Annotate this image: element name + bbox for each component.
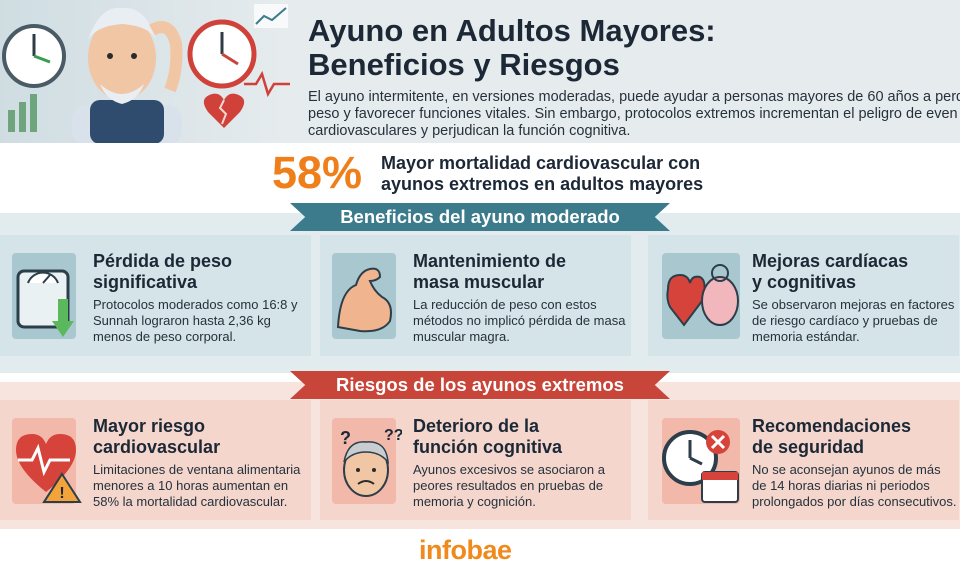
stat-row: [0, 143, 960, 205]
clock-icon: [2, 24, 66, 88]
benefits-heading: Beneficios del ayuno moderado: [290, 203, 670, 231]
scale-icon: [10, 251, 82, 341]
muscle-arm-icon: [330, 251, 402, 341]
card-title: Pérdida de peso significativa: [93, 251, 305, 293]
card-title-line: cardiovascular: [93, 437, 221, 457]
infobae-logo[interactable]: infobae: [419, 535, 512, 565]
risk-card: Recomendaciones de seguridad No se acons…: [648, 400, 959, 520]
intro-text: El ayuno intermitente, en versiones mode…: [308, 89, 960, 141]
svg-text:?: ?: [340, 428, 351, 448]
stat-label: Mayor mortalidad cardiovascular con ayun…: [381, 153, 821, 195]
heart-brain-icon: [660, 251, 740, 341]
confused-person-icon: ? ??: [330, 416, 402, 506]
card-title-line: función cognitiva: [413, 437, 563, 457]
svg-text:!: !: [59, 485, 64, 502]
card-text: Ayunos excesivos se asociaron a peores r…: [413, 462, 605, 509]
title-line: Ayuno en Adultos Mayores:: [308, 13, 716, 48]
card-title: Mayor riesgo cardiovascular: [93, 416, 305, 458]
heart-pulse-icon: [244, 70, 290, 98]
broken-heart-icon: [203, 93, 245, 128]
card-title-line: de seguridad: [752, 437, 865, 457]
card-title-line: Pérdida de peso: [93, 251, 233, 271]
risks-heading: Riesgos de los ayunos extremos: [290, 371, 670, 399]
card-title: Mejoras cardíacas y cognitivas: [752, 251, 960, 293]
risk-card: ? ?? Deterioro de la función cognitiva A…: [320, 400, 631, 520]
card-title-line: y cognitivas: [752, 272, 857, 292]
card-title: Deterioro de la función cognitiva: [413, 416, 625, 458]
risk-card: ! Mayor riesgo cardiovascular Limitacion…: [0, 400, 311, 520]
card-text: La reducción de peso con estos métodos n…: [413, 297, 626, 344]
card-title-line: Deterioro de la: [413, 416, 540, 436]
intro-line: peso y favorecer funciones vitales. Sin …: [308, 106, 958, 122]
clock-icon: [187, 19, 257, 89]
card-title-line: significativa: [93, 272, 198, 292]
stat-label-line: ayunos extremos en adultos mayores: [381, 174, 704, 194]
elderly-man-illustration: [72, 7, 183, 143]
intro-line: El ayuno intermitente, en versiones mode…: [308, 89, 960, 105]
card-text: Protocolos moderados como 16:8 y Sunnah …: [93, 297, 298, 344]
clock-calendar-icon: [660, 416, 740, 506]
card-title: Recomendaciones de seguridad: [752, 416, 960, 458]
stat-value: 58%: [272, 147, 363, 198]
card-text: Se observaron mejoras en factores de rie…: [752, 297, 955, 344]
title-line: Beneficios y Riesgos: [308, 47, 620, 82]
intro-line: cardiovasculares y perjudican la función…: [308, 123, 631, 139]
card-title-line: Recomendaciones: [752, 416, 912, 436]
benefit-card: Mejoras cardíacas y cognitivas Se observ…: [648, 235, 959, 356]
benefit-card: Mantenimiento de masa muscular La reducc…: [320, 235, 631, 356]
card-text: No se aconsejan ayunos de más de 14 hora…: [752, 462, 957, 509]
line-chart-icon: [254, 4, 288, 28]
card-text: Limitaciones de ventana alimentaria meno…: [93, 462, 301, 509]
card-title: Mantenimiento de masa muscular: [413, 251, 625, 293]
stat-label-line: Mayor mortalidad cardiovascular con: [381, 153, 701, 173]
card-title-line: masa muscular: [413, 272, 545, 292]
benefit-card: Pérdida de peso significativa Protocolos…: [0, 235, 311, 356]
card-title-line: Mayor riesgo: [93, 416, 206, 436]
heart-warning-icon: !: [10, 416, 82, 506]
card-title-line: Mejoras cardíacas: [752, 251, 909, 271]
hero-illustration: [0, 0, 292, 143]
page-title: Ayuno en Adultos Mayores: Beneficios y R…: [308, 14, 948, 82]
svg-text:??: ??: [384, 427, 402, 444]
card-title-line: Mantenimiento de: [413, 251, 567, 271]
